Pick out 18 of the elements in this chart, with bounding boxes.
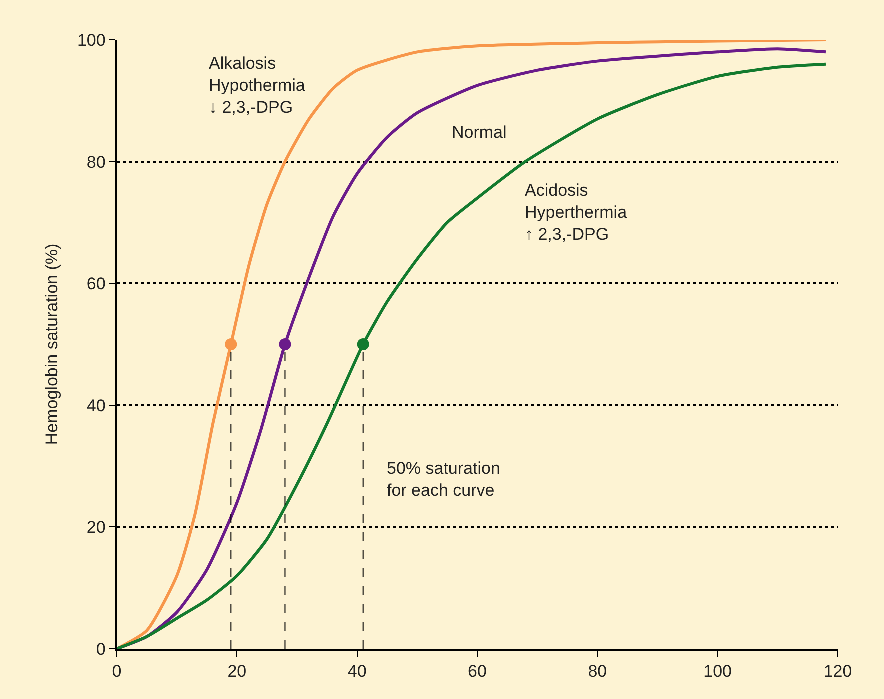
x-tick-label: 40 <box>348 662 367 682</box>
x-tick-label: 120 <box>824 662 852 682</box>
annotation: Acidosis Hyperthermia ↑ 2,3,-DPG <box>525 181 628 244</box>
x-tick-label: 20 <box>228 662 247 682</box>
x-tick-label: 0 <box>112 662 122 682</box>
y-tick-label: 0 <box>96 640 106 659</box>
x-tick-label: 60 <box>468 662 487 682</box>
annotation: Normal <box>452 123 507 142</box>
y-tick-label: 20 <box>86 518 106 538</box>
x-tick-label: 100 <box>704 662 732 682</box>
y-tick-label: 80 <box>86 152 106 172</box>
annotation: Alkalosis Hypothermia ↓ 2,3,-DPG <box>209 54 306 118</box>
y-tick-label: 40 <box>86 396 106 416</box>
y-tick-label: 100 <box>77 30 106 50</box>
y-axis-title: Hemoglobin saturation (%) <box>42 244 62 446</box>
x-tick-label: 80 <box>588 662 608 682</box>
annotation: 50% saturation for each curve <box>387 459 500 500</box>
y-tick-label: 60 <box>86 274 106 294</box>
